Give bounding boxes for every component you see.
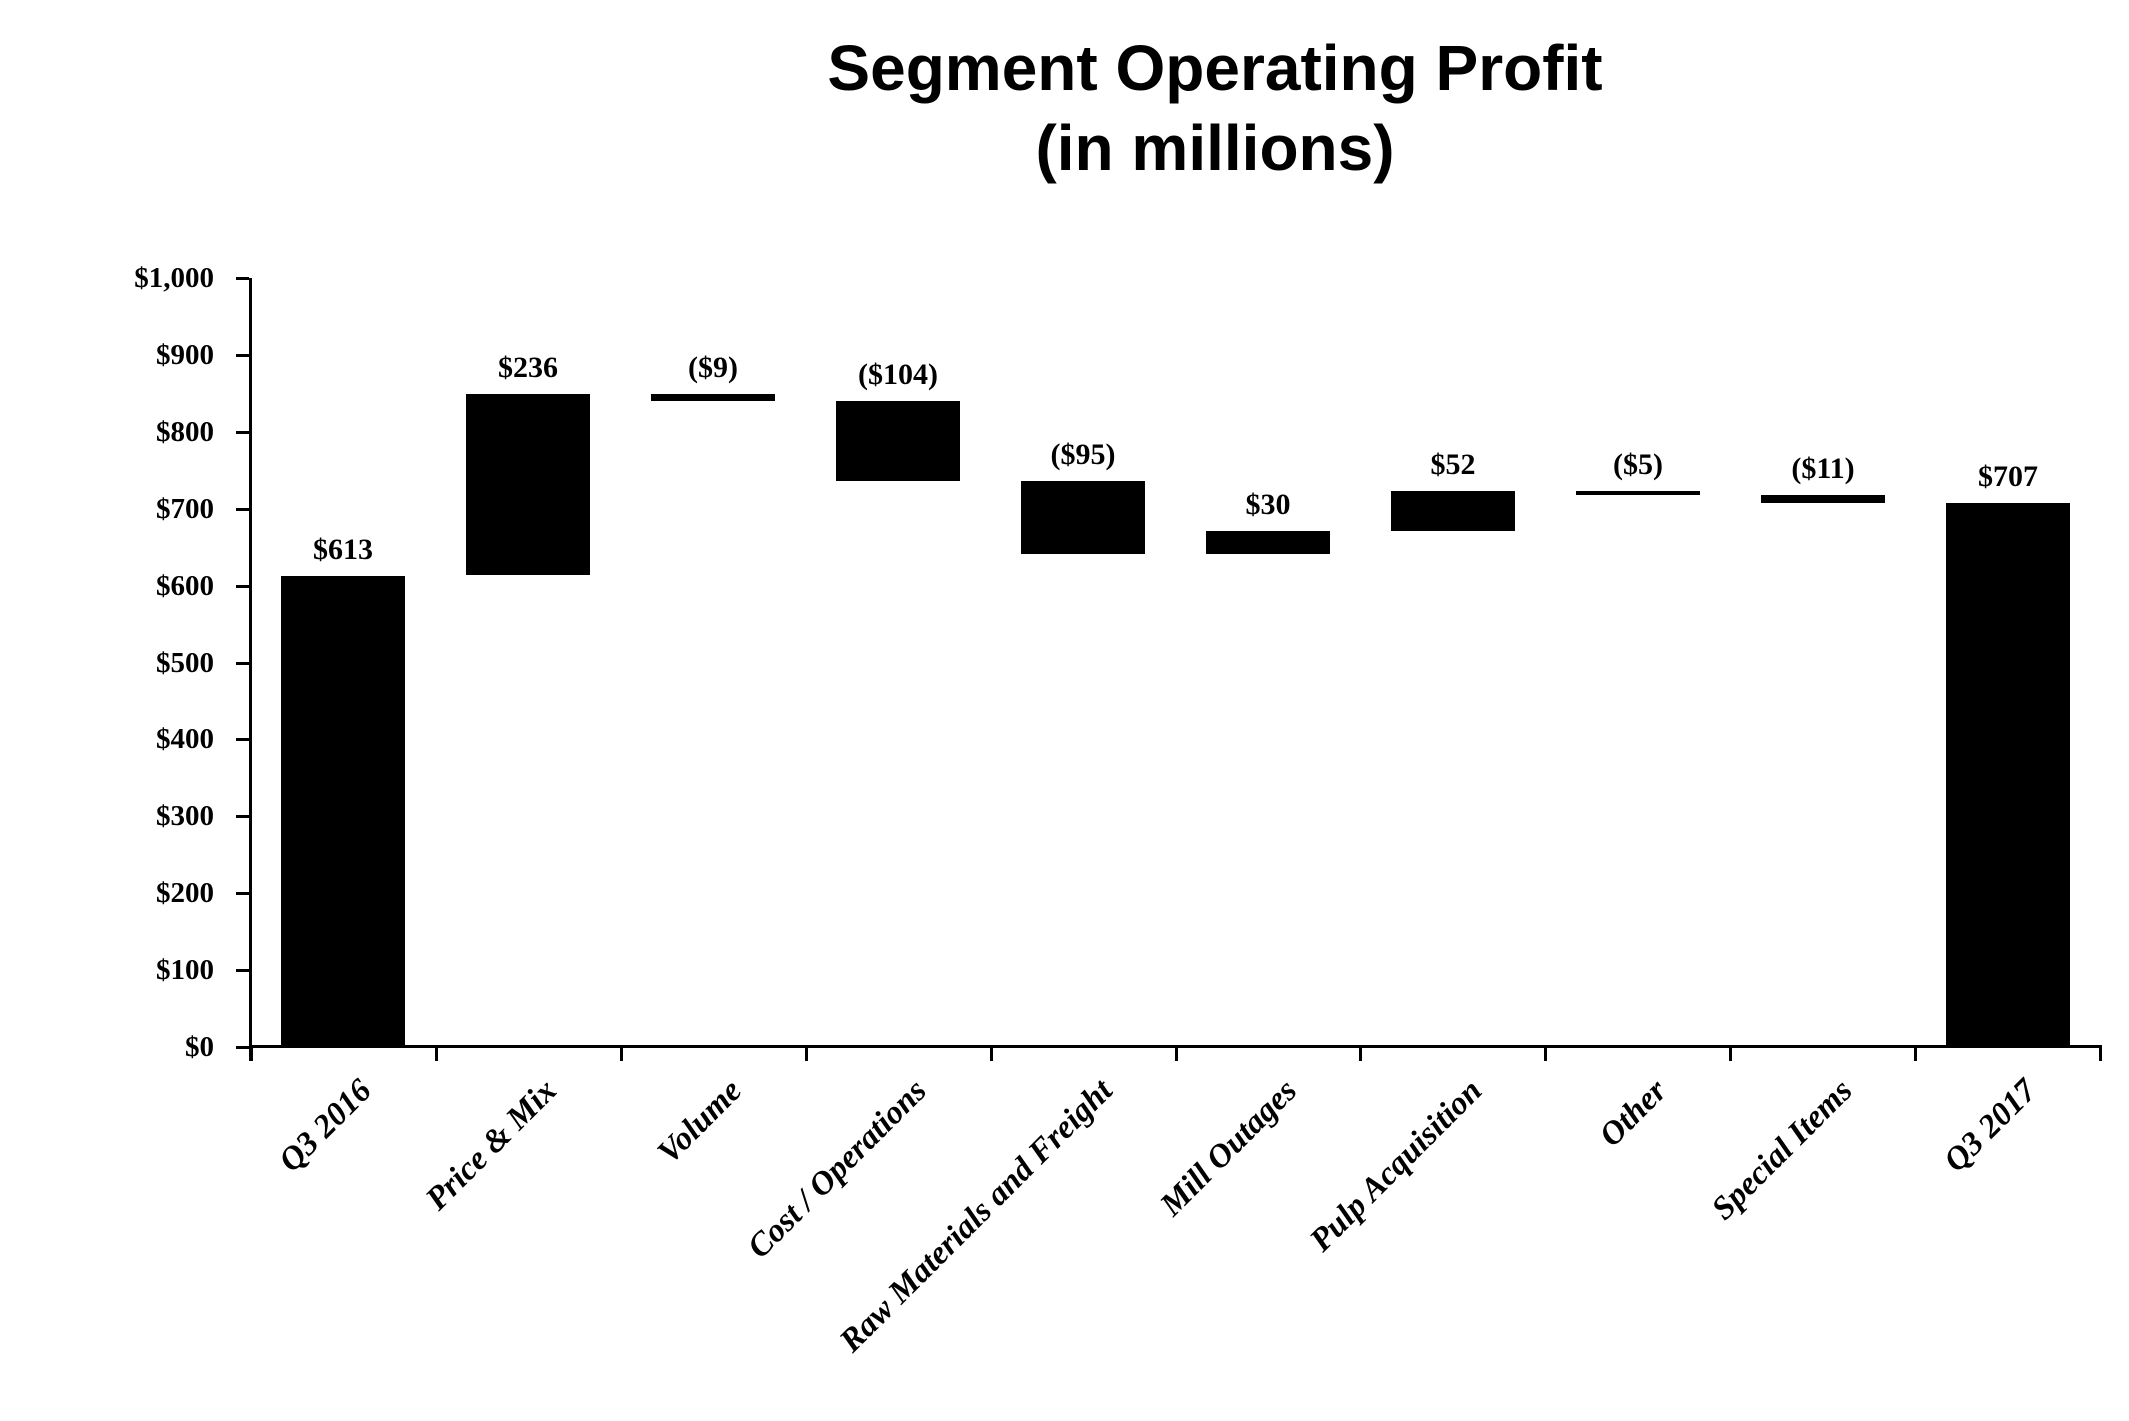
bar-value-label: ($9): [688, 351, 738, 384]
y-tick-label: $800: [156, 415, 214, 448]
bar-value-label: $236: [498, 351, 558, 384]
x-category-label-mill-outages: Mill Outages: [1153, 1072, 1305, 1224]
x-tick: [1359, 1047, 1363, 1061]
x-tick: [1544, 1047, 1548, 1061]
y-tick-label: $600: [156, 569, 214, 602]
y-tick-label: $300: [156, 800, 214, 833]
waterfall-bar-q3-2017: [1946, 503, 2070, 1047]
x-tick: [1174, 1047, 1178, 1061]
x-category-label-other: Other: [1592, 1072, 1675, 1154]
y-tick: [236, 507, 249, 511]
x-tick: [804, 1047, 808, 1061]
y-tick-label: $400: [156, 723, 214, 756]
x-tick: [989, 1047, 993, 1061]
waterfall-bar-special-items: [1761, 495, 1885, 503]
waterfall-bar-volume: [651, 394, 775, 401]
chart-title: Segment Operating Profit (in millions): [515, 28, 1915, 188]
waterfall-bar-pulp-acquisition: [1391, 491, 1515, 531]
waterfall-bar-q3-2016: [281, 576, 405, 1047]
chart-title-line2: (in millions): [1035, 112, 1395, 184]
y-tick: [236, 815, 249, 819]
y-tick: [236, 430, 249, 434]
bar-value-label: ($95): [1050, 438, 1116, 471]
y-tick: [236, 738, 249, 742]
x-category-label-pulp-acquisition: Pulp Acquisition: [1303, 1072, 1490, 1259]
bar-value-label: ($11): [1791, 452, 1855, 485]
y-tick: [236, 584, 249, 588]
x-tick: [619, 1047, 623, 1061]
x-tick: [1729, 1047, 1733, 1061]
bar-value-label: $613: [313, 533, 373, 566]
bar-value-label: $707: [1978, 460, 2038, 493]
x-axis-line: [249, 1045, 2102, 1048]
waterfall-bar-price-mix: [466, 394, 590, 575]
waterfall-bar-raw-materials-and-freight: [1021, 481, 1145, 554]
y-tick-label: $100: [156, 954, 214, 987]
waterfall-bar-cost-operations: [836, 401, 960, 481]
x-tick: [2099, 1047, 2102, 1061]
y-tick: [236, 661, 249, 665]
chart-title-line1: Segment Operating Profit: [827, 32, 1603, 104]
y-tick-label: $900: [156, 338, 214, 371]
waterfall-bar-other: [1576, 491, 1700, 495]
waterfall-bar-mill-outages: [1206, 531, 1330, 554]
y-tick-label: $700: [156, 492, 214, 525]
y-tick: [236, 353, 249, 357]
x-tick: [1914, 1047, 1918, 1061]
y-tick: [236, 892, 249, 896]
bar-value-label: ($5): [1613, 448, 1663, 481]
y-tick-label: $200: [156, 877, 214, 910]
y-tick: [236, 969, 249, 973]
y-tick-label: $1,000: [134, 262, 214, 294]
x-category-label-price-mix: Price & Mix: [419, 1072, 565, 1218]
y-tick: [236, 1046, 249, 1049]
x-category-label-q3-2017: Q3 2017: [1937, 1072, 2045, 1180]
bar-value-label: ($104): [858, 358, 938, 391]
x-category-label-volume: Volume: [651, 1072, 750, 1171]
x-tick: [250, 1047, 253, 1061]
y-tick: [236, 277, 249, 280]
y-tick-label: $0: [185, 1031, 214, 1063]
x-category-label-q3-2016: Q3 2016: [272, 1072, 380, 1180]
y-axis-line: [249, 278, 252, 1061]
y-tick-label: $500: [156, 646, 214, 679]
bar-value-label: $30: [1245, 488, 1291, 521]
bar-value-label: $52: [1430, 448, 1476, 481]
x-tick: [434, 1047, 438, 1061]
x-category-label-special-items: Special Items: [1704, 1072, 1860, 1228]
x-category-label-cost-operations: Cost / Operations: [741, 1072, 935, 1266]
